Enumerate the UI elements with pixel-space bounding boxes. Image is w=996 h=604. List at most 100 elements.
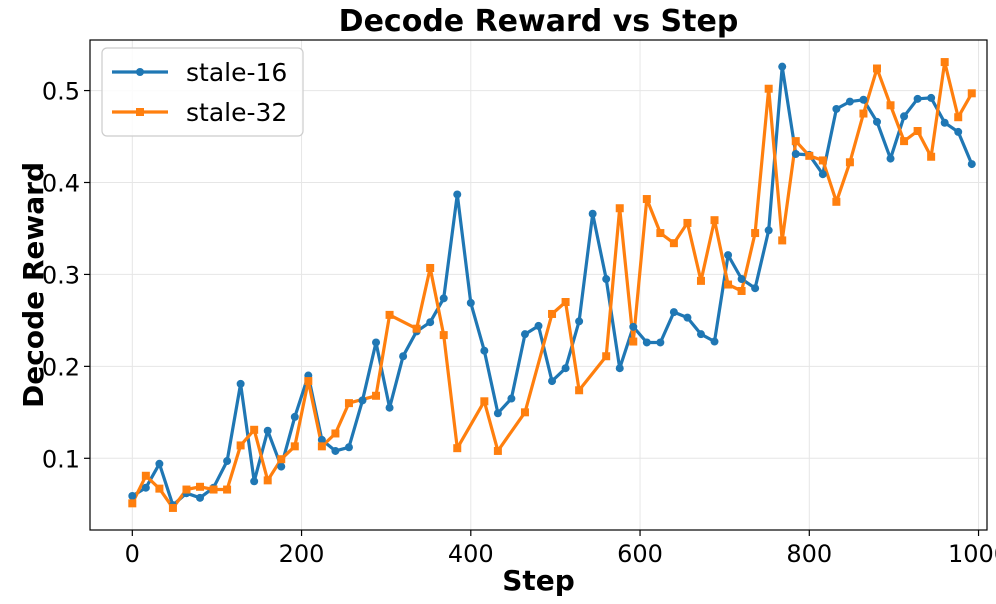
point-stale-32: [439, 331, 448, 340]
point-stale-32: [832, 197, 841, 206]
point-stale-16: [629, 322, 638, 331]
point-stale-32: [223, 485, 232, 494]
point-stale-16: [196, 493, 205, 502]
point-stale-16: [128, 491, 137, 500]
point-stale-32: [575, 386, 584, 395]
point-stale-16: [900, 112, 909, 121]
point-stale-16: [913, 94, 922, 103]
y-tick-label: 0.4: [42, 169, 80, 197]
point-stale-16: [588, 209, 597, 218]
point-stale-16: [277, 462, 286, 471]
point-stale-16: [954, 127, 963, 136]
point-stale-32: [724, 280, 733, 289]
point-stale-32: [615, 204, 624, 213]
point-stale-32: [344, 399, 353, 408]
point-stale-16: [656, 338, 665, 347]
point-stale-16: [967, 160, 976, 169]
point-stale-16: [859, 95, 868, 104]
legend-marker-stale-32: [136, 108, 144, 116]
point-stale-32: [927, 152, 936, 161]
point-stale-16: [669, 308, 678, 317]
point-stale-32: [683, 218, 692, 227]
point-stale-32: [872, 64, 881, 73]
point-stale-16: [724, 251, 733, 260]
point-stale-32: [791, 137, 800, 146]
point-stale-16: [344, 443, 353, 452]
point-stale-32: [236, 441, 245, 450]
point-stale-16: [561, 364, 570, 373]
x-tick-label: 0: [125, 540, 140, 568]
point-stale-32: [859, 109, 868, 118]
point-stale-32: [141, 471, 150, 480]
point-stale-16: [507, 394, 516, 403]
point-stale-16: [331, 446, 340, 455]
point-stale-16: [493, 409, 502, 418]
point-stale-32: [317, 442, 326, 451]
x-tick-label: 400: [448, 540, 494, 568]
point-stale-16: [385, 403, 394, 412]
legend-box: [101, 47, 304, 137]
point-stale-16: [439, 294, 448, 303]
point-stale-32: [304, 377, 313, 386]
point-stale-32: [751, 229, 760, 238]
point-stale-32: [412, 324, 421, 333]
point-stale-16: [778, 62, 787, 71]
point-stale-32: [900, 137, 909, 146]
point-stale-16: [399, 352, 408, 361]
point-stale-32: [913, 127, 922, 136]
point-stale-16: [358, 396, 367, 405]
point-stale-16: [534, 321, 543, 330]
point-stale-32: [669, 239, 678, 248]
point-stale-32: [250, 425, 259, 434]
y-tick-label: 0.1: [42, 445, 80, 473]
x-tick-label: 200: [279, 540, 325, 568]
point-stale-16: [683, 313, 692, 322]
point-stale-16: [602, 275, 611, 284]
x-axis-label: Step: [502, 564, 575, 597]
point-stale-32: [426, 263, 435, 272]
x-tick-label: 800: [786, 540, 832, 568]
point-stale-16: [886, 154, 895, 163]
point-stale-32: [656, 229, 665, 238]
point-stale-32: [548, 309, 557, 318]
legend-label-stale-16: stale-16: [186, 58, 287, 87]
point-stale-16: [317, 435, 326, 444]
legend: stale-16 stale-32: [101, 47, 304, 137]
point-stale-32: [642, 195, 651, 204]
legend-marker-stale-16: [136, 68, 144, 76]
point-stale-32: [696, 276, 705, 285]
point-stale-32: [940, 58, 949, 67]
y-tick-label: 0.3: [42, 261, 80, 289]
point-stale-16: [290, 412, 299, 421]
point-stale-16: [453, 190, 462, 199]
point-stale-32: [710, 216, 719, 225]
point-stale-16: [141, 483, 150, 492]
point-stale-32: [954, 113, 963, 122]
plot-frame: [89, 39, 988, 531]
point-stale-32: [168, 503, 177, 512]
point-stale-32: [372, 391, 381, 400]
point-stale-16: [372, 338, 381, 347]
point-stale-32: [277, 455, 286, 464]
point-stale-16: [548, 377, 557, 386]
point-stale-16: [832, 104, 841, 113]
point-stale-32: [209, 485, 218, 494]
point-stale-32: [967, 89, 976, 98]
point-stale-32: [453, 444, 462, 453]
point-stale-16: [480, 346, 489, 355]
point-stale-32: [818, 156, 827, 165]
point-stale-16: [642, 338, 651, 347]
point-stale-32: [128, 499, 137, 508]
point-stale-32: [290, 442, 299, 451]
y-tick-label: 0.5: [42, 78, 80, 106]
point-stale-16: [575, 317, 584, 326]
point-stale-16: [791, 149, 800, 158]
y-tick-label: 0.2: [42, 353, 80, 381]
point-stale-16: [263, 426, 272, 435]
point-stale-16: [764, 226, 773, 235]
x-tick-label: 600: [617, 540, 663, 568]
